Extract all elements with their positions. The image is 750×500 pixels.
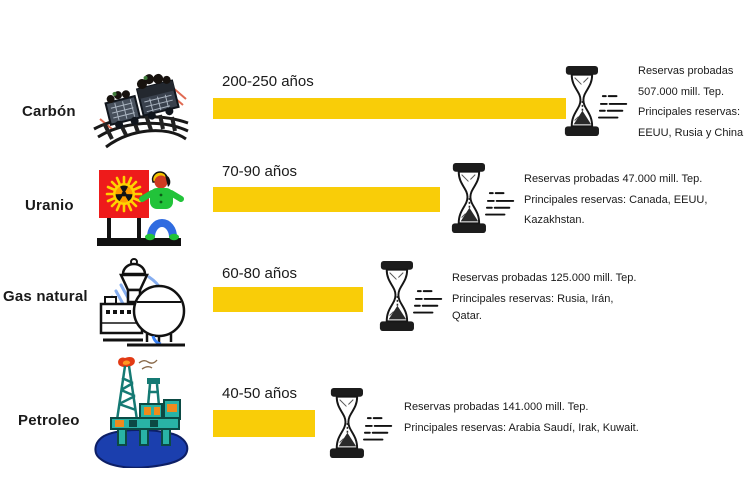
row-carbon: Carbón 200-250 años Reservas probadas 50… — [0, 60, 750, 160]
info-line: Principales reservas: Arabia Saudí, Irak… — [404, 421, 639, 434]
reserves-info: Reservas probadas 125.000 mill. Tep. Pri… — [452, 268, 682, 323]
reserve-bar — [213, 98, 566, 119]
hourglass-icon — [376, 259, 448, 333]
hourglass-icon — [448, 161, 520, 235]
reserve-bar — [213, 187, 440, 212]
resource-label-carbon: Carbón — [22, 103, 76, 120]
hourglass-icon — [561, 64, 633, 138]
row-gas-natural: Gas natural 60-80 años Reservas probadas… — [0, 255, 750, 350]
reserve-bar — [213, 287, 363, 312]
oil-rig-icon — [92, 356, 192, 468]
resource-label-gas-natural: Gas natural — [3, 288, 88, 305]
info-line: Principales reservas: Canada, EEUU, — [524, 193, 708, 206]
coal-train-icon — [90, 65, 192, 151]
row-uranio: Uranio 70-90 años Reservas probadas 47.0… — [0, 160, 750, 255]
info-line: Reservas probadas 47.000 mill. Tep. — [524, 173, 703, 185]
years-range-label: 200-250 años — [222, 73, 314, 90]
hourglass-icon — [326, 386, 398, 460]
info-line: Reservas probadas 141.000 mill. Tep. — [404, 401, 589, 413]
reserves-info: Reservas probadas 507.000 mill. Tep. Pri… — [638, 61, 750, 143]
info-line: Principales reservas: Rusia, Irán, — [452, 292, 614, 305]
resource-label-petroleo: Petroleo — [18, 412, 80, 429]
info-line: Qatar. — [452, 310, 482, 322]
reserves-info: Reservas probadas 141.000 mill. Tep. Pri… — [404, 397, 734, 438]
years-range-label: 70-90 años — [222, 163, 298, 180]
resource-label-uranio: Uranio — [25, 197, 74, 214]
reserve-bar — [213, 410, 315, 437]
info-line: Kazakhstan. — [524, 214, 585, 226]
info-line: EEUU, Rusia y China — [638, 126, 744, 139]
row-petroleo: Petroleo 40-50 años Reservas probadas 14… — [0, 355, 750, 473]
info-line: Reservas probadas — [638, 65, 734, 77]
gas-plant-icon — [97, 257, 189, 347]
info-line: Reservas probadas 125.000 mill. Tep. — [452, 272, 637, 284]
years-range-label: 40-50 años — [222, 385, 298, 402]
info-line: Principales reservas: — [638, 106, 741, 118]
years-range-label: 60-80 años — [222, 265, 298, 282]
radiation-sign-worker-icon — [95, 162, 187, 248]
info-line: 507.000 mill. Tep. — [638, 85, 725, 98]
reserves-info: Reservas probadas 47.000 mill. Tep. Prin… — [524, 169, 750, 231]
